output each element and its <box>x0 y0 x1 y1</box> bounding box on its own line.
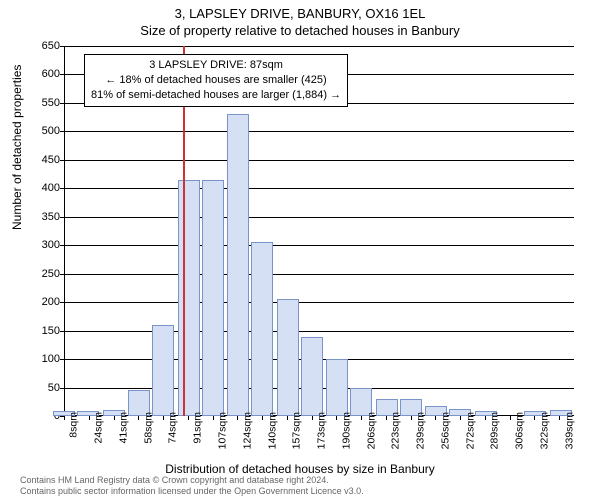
xtick-label: 206sqm <box>365 412 377 449</box>
gridline <box>64 245 574 246</box>
y-axis-line <box>64 46 65 416</box>
ytick-mark <box>60 188 64 189</box>
annotation-line1: 3 LAPSLEY DRIVE: 87sqm <box>91 58 341 73</box>
ytick-mark <box>60 274 64 275</box>
xtick-label: 190sqm <box>340 412 352 449</box>
ytick-mark <box>60 245 64 246</box>
ytick-mark <box>60 131 64 132</box>
gridline <box>64 217 574 218</box>
xtick-label: 339sqm <box>563 412 575 449</box>
histogram-bar <box>227 114 249 416</box>
xtick-mark <box>411 416 412 420</box>
ytick-label: 350 <box>42 211 60 223</box>
xtick-label: 157sqm <box>291 412 303 449</box>
xtick-mark <box>89 416 90 420</box>
annotation-box: 3 LAPSLEY DRIVE: 87sqm← 18% of detached … <box>84 54 348 107</box>
xtick-mark <box>188 416 189 420</box>
xtick-label: 8sqm <box>68 412 80 438</box>
xtick-label: 306sqm <box>514 412 526 449</box>
histogram-bar <box>152 325 174 416</box>
xtick-mark <box>262 416 263 420</box>
histogram-bar <box>326 359 348 416</box>
xtick-label: 322sqm <box>538 412 550 449</box>
ytick-mark <box>60 359 64 360</box>
ytick-label: 550 <box>42 97 60 109</box>
ytick-mark <box>60 103 64 104</box>
ytick-label: 100 <box>42 353 60 365</box>
ytick-label: 300 <box>42 239 60 251</box>
ytick-label: 150 <box>42 325 60 337</box>
xtick-mark <box>559 416 560 420</box>
ytick-mark <box>60 217 64 218</box>
ytick-label: 200 <box>42 296 60 308</box>
histogram-chart: 0501001502002503003504004505005506006508… <box>64 46 574 416</box>
xtick-label: 223sqm <box>390 412 402 449</box>
ytick-label: 450 <box>42 154 60 166</box>
attribution-line1: Contains HM Land Registry data © Crown c… <box>20 475 364 486</box>
ytick-mark <box>60 302 64 303</box>
xtick-mark <box>64 416 65 420</box>
xtick-mark <box>138 416 139 420</box>
gridline <box>64 131 574 132</box>
xtick-label: 58sqm <box>142 412 154 444</box>
xtick-mark <box>485 416 486 420</box>
xtick-mark <box>435 416 436 420</box>
xtick-label: 124sqm <box>241 412 253 449</box>
ytick-label: 500 <box>42 125 60 137</box>
attribution-text: Contains HM Land Registry data © Crown c… <box>20 475 364 497</box>
xtick-mark <box>460 416 461 420</box>
ytick-label: 600 <box>42 68 60 80</box>
page-title-line2: Size of property relative to detached ho… <box>0 21 600 38</box>
xtick-mark <box>386 416 387 420</box>
xtick-label: 91sqm <box>192 412 204 444</box>
xtick-mark <box>312 416 313 420</box>
gridline <box>64 331 574 332</box>
ytick-label: 50 <box>48 382 60 394</box>
ytick-mark <box>60 388 64 389</box>
gridline <box>64 302 574 303</box>
ytick-mark <box>60 74 64 75</box>
xtick-mark <box>237 416 238 420</box>
annotation-line3: 81% of semi-detached houses are larger (… <box>91 88 341 103</box>
xtick-label: 173sqm <box>316 412 328 449</box>
xtick-mark <box>361 416 362 420</box>
xtick-label: 272sqm <box>464 412 476 449</box>
histogram-bar <box>301 337 323 416</box>
histogram-bar <box>202 180 224 416</box>
attribution-line2: Contains public sector information licen… <box>20 486 364 497</box>
xtick-label: 256sqm <box>439 412 451 449</box>
xtick-mark <box>336 416 337 420</box>
xtick-mark <box>114 416 115 420</box>
x-axis-label: Distribution of detached houses by size … <box>0 462 600 476</box>
ytick-label: 650 <box>42 40 60 52</box>
y-axis-label: Number of detached properties <box>10 65 24 230</box>
xtick-label: 107sqm <box>217 412 229 449</box>
histogram-bar <box>178 180 200 416</box>
xtick-label: 24sqm <box>93 412 105 444</box>
xtick-label: 74sqm <box>167 412 179 444</box>
xtick-mark <box>163 416 164 420</box>
annotation-line2: ← 18% of detached houses are smaller (42… <box>91 73 341 88</box>
xtick-mark <box>213 416 214 420</box>
xtick-label: 140sqm <box>266 412 278 449</box>
gridline <box>64 274 574 275</box>
xtick-label: 41sqm <box>118 412 130 444</box>
gridline <box>64 160 574 161</box>
histogram-bar <box>277 299 299 416</box>
ytick-label: 250 <box>42 268 60 280</box>
ytick-mark <box>60 46 64 47</box>
page-title-line1: 3, LAPSLEY DRIVE, BANBURY, OX16 1EL <box>0 0 600 21</box>
ytick-mark <box>60 160 64 161</box>
ytick-mark <box>60 331 64 332</box>
xtick-mark <box>287 416 288 420</box>
histogram-bar <box>251 242 273 416</box>
gridline <box>64 46 574 47</box>
xtick-mark <box>534 416 535 420</box>
xtick-label: 239sqm <box>415 412 427 449</box>
xtick-mark <box>510 416 511 420</box>
xtick-label: 289sqm <box>489 412 501 449</box>
ytick-label: 400 <box>42 182 60 194</box>
gridline <box>64 188 574 189</box>
